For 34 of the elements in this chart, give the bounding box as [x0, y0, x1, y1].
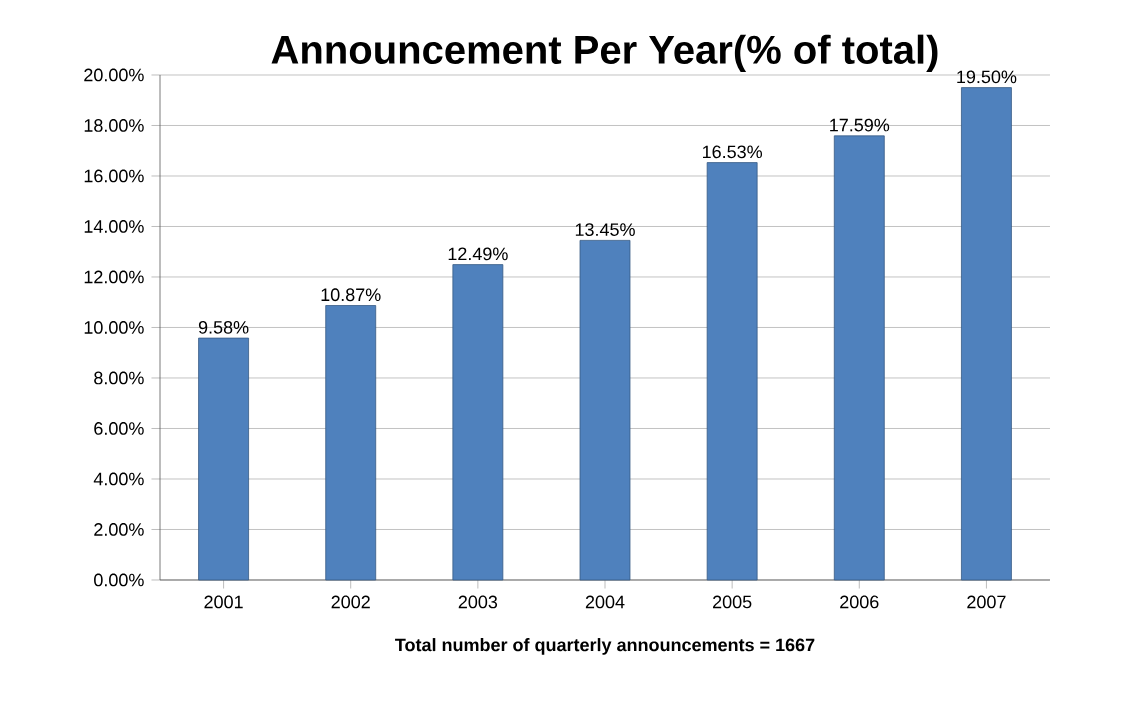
x-tick-label: 2002: [331, 595, 370, 609]
x-axis-title: Total number of quarterly announcements = 1667: [395, 638, 815, 655]
data-label: 13.45%: [575, 223, 635, 236]
x-tick-label: 2006: [840, 595, 879, 609]
bar: [198, 337, 249, 581]
y-tick-label: 20.00%: [84, 68, 144, 82]
y-tick-label: 2.00%: [94, 523, 144, 536]
y-tick-label: 6.00%: [94, 422, 144, 435]
data-label: 12.49%: [448, 247, 508, 261]
data-label: 17.59%: [830, 118, 890, 132]
data-label: 9.58%: [198, 320, 249, 334]
data-label: 16.53%: [703, 145, 763, 159]
data-label: 10.87%: [321, 288, 381, 302]
y-tick-label: 8.00%: [94, 371, 144, 385]
data-label: 19.50%: [957, 70, 1017, 84]
x-tick-label: 2007: [967, 595, 1006, 609]
x-tick-label: 2005: [713, 595, 752, 609]
y-tick-label: 10.00%: [84, 321, 144, 334]
x-tick-label: 2004: [585, 595, 625, 609]
bar: [961, 87, 1012, 581]
y-tick-label: 14.00%: [84, 220, 144, 233]
chart-title: Announcement Per Year(% of total): [271, 34, 938, 72]
y-tick-label: 16.00%: [84, 169, 144, 183]
y-tick-label: 0.00%: [94, 573, 144, 587]
x-tick-label: 2001: [204, 595, 243, 609]
y-tick-label: 4.00%: [93, 472, 144, 486]
y-tick-label: 12.00%: [84, 270, 144, 284]
bar: [325, 305, 377, 581]
bar: [452, 264, 504, 581]
y-tick-label: 18.00%: [84, 119, 144, 132]
x-tick-label: 2003: [458, 595, 498, 609]
bar: [706, 162, 758, 581]
bar: [579, 239, 631, 581]
bar: [833, 135, 885, 581]
